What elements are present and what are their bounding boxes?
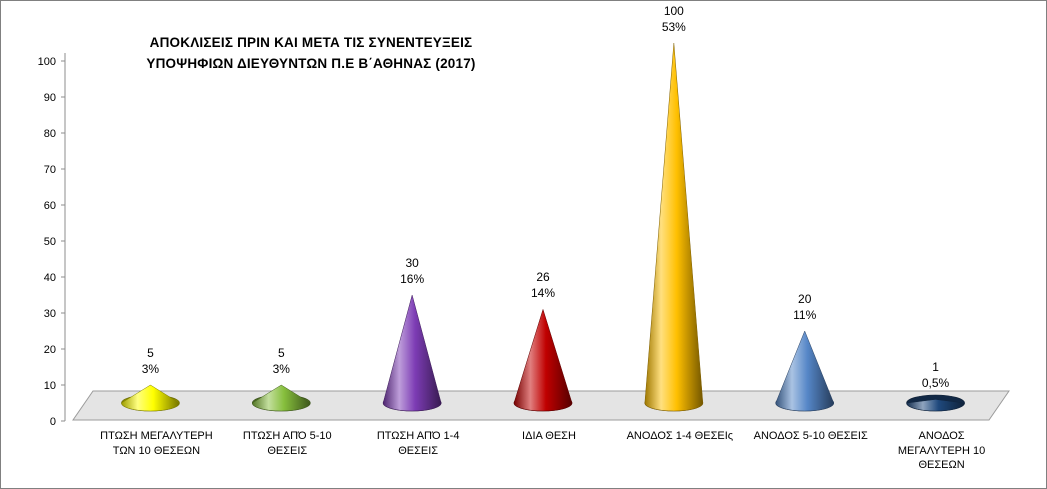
y-tick-label: 30 [44, 308, 56, 320]
y-tick-label: 20 [44, 344, 56, 356]
y-tick-label: 50 [44, 236, 56, 248]
cone-series-3 [513, 308, 573, 412]
y-tick-label: 60 [44, 200, 56, 212]
y-tick-label: 70 [44, 164, 56, 176]
chart-title-line2: ΥΠΟΨΗΦΙΩΝ ΔΙΕΥΘΥΝΤΩΝ Π.Ε Β΄ΑΘΗΝΑΣ (2017) [146, 55, 476, 71]
cone-series-0 [121, 384, 180, 412]
y-tick-label: 100 [38, 56, 56, 68]
chart-title-line1: ΑΠΟΚΛΙΣΕΙΣ ΠΡΙΝ ΚΑΙ ΜΕΤΑ ΤΙΣ ΣΥΝΕΝΤΕΥΞΕΙ… [149, 35, 473, 50]
y-tick-label: 40 [44, 272, 56, 284]
chart-title: ΑΠΟΚΛΙΣΕΙΣ ΠΡΙΝ ΚΑΙ ΜΕΤΑ ΤΙΣ ΣΥΝΕΝΤΕΥΞΕΙ… [119, 33, 503, 75]
y-tick-label: 90 [44, 92, 56, 104]
cone-series-6 [906, 399, 965, 412]
cone-series-4 [644, 42, 704, 412]
y-tick-label: 0 [50, 416, 56, 428]
y-tick-label: 80 [44, 128, 56, 140]
cone-series-5 [775, 330, 834, 412]
cone-series-1 [252, 384, 311, 412]
y-tick-label: 10 [44, 380, 56, 392]
cone-series-2 [382, 294, 442, 412]
